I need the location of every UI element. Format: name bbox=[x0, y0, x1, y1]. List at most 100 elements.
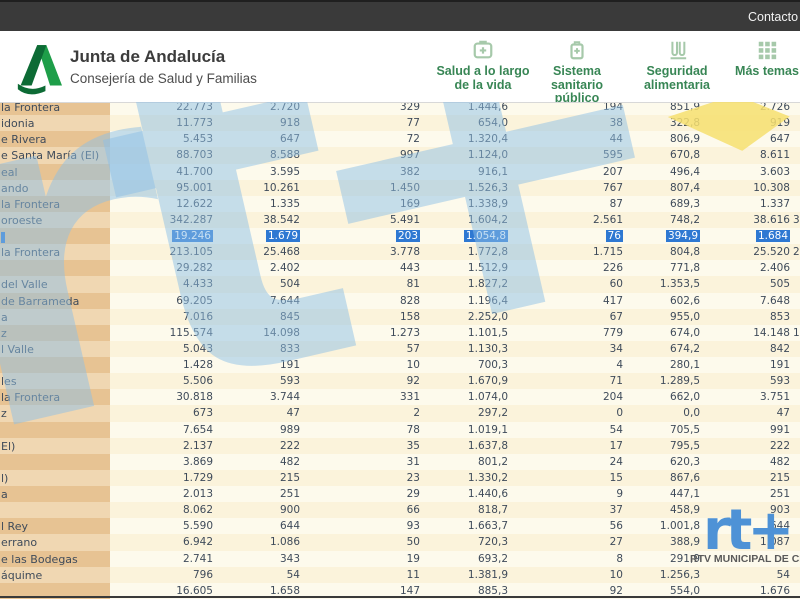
row-values: 19.246 1.679 203 1.054,8 76 394,9 1.684 bbox=[110, 228, 800, 245]
cell-municipality bbox=[0, 228, 110, 245]
table-row: a 2.013 251 29 1.440,6 9 447,1 251 bbox=[0, 486, 800, 503]
cell-value-7 bbox=[793, 438, 800, 454]
cell-municipality: El) bbox=[0, 437, 110, 454]
cell-value-5: 795,5 bbox=[669, 439, 700, 452]
contact-link[interactable]: Contacto bbox=[748, 10, 799, 24]
cell-value-5: 291,9 bbox=[669, 552, 700, 565]
cell-value-0: 95.001 bbox=[176, 181, 213, 194]
cell-value-1: 504 bbox=[279, 278, 300, 291]
row-values: 2.013 251 29 1.440,6 9 447,1 251 bbox=[110, 486, 800, 503]
cell-value-6: 1.087 bbox=[759, 536, 790, 549]
cell-municipality: e Santa María (El) bbox=[0, 147, 110, 164]
cell-value-4: 71 bbox=[609, 375, 623, 388]
cell-value-3: 2.252,0 bbox=[467, 310, 508, 323]
cell-municipality bbox=[0, 502, 110, 519]
cell-value-4: 37 bbox=[609, 504, 623, 517]
row-values: 7.016 845 158 2.252,0 67 955,0 853 bbox=[110, 308, 800, 325]
cell-value-0: 342.287 bbox=[169, 213, 213, 226]
cell-value-7: 2 bbox=[793, 246, 800, 259]
cell-value-7 bbox=[793, 147, 800, 163]
cell-value-5: 458,9 bbox=[669, 504, 700, 517]
row-values: 2.741 343 19 693,2 8 291,9 bbox=[110, 550, 800, 567]
row-values: 5.453 647 72 1.320,4 44 806,9 647 bbox=[110, 131, 800, 148]
table-row: errano 6.942 1.086 50 720,3 27 388,9 1.087 bbox=[0, 534, 800, 551]
cell-value-7 bbox=[793, 164, 800, 180]
cell-value-1: 251 bbox=[279, 488, 300, 500]
cell-value-6: 2.406 bbox=[759, 262, 790, 275]
cell-value-4: 779 bbox=[602, 326, 623, 339]
cell-value-1: 833 bbox=[279, 342, 300, 355]
cell-value-6: 1.684 bbox=[755, 230, 790, 242]
cell-value-6: 3.751 bbox=[759, 391, 790, 404]
cell-value-5: 620,3 bbox=[669, 455, 700, 468]
table-row: la Frontera 22.773 2.720 329 1.444,6 194 851,9… bbox=[0, 103, 800, 116]
cell-municipality: z bbox=[0, 324, 110, 341]
cell-value-6: 7.648 bbox=[759, 294, 790, 307]
cell-municipality bbox=[0, 453, 110, 470]
nav-label: Seguridad alimentaria bbox=[643, 64, 710, 92]
row-values: 41.700 3.595 382 916,1 207 496,4 3.603 bbox=[110, 163, 800, 180]
cell-value-1: 1.335 bbox=[269, 197, 300, 210]
cell-value-2: 147 bbox=[399, 584, 420, 597]
cell-value-0: 2.013 bbox=[182, 488, 213, 500]
cell-value-6: 14.148 bbox=[753, 326, 790, 339]
cell-value-2: 93 bbox=[406, 520, 420, 533]
cell-municipality: de Barrameda bbox=[0, 292, 110, 309]
cell-value-3: 1.196,4 bbox=[467, 294, 508, 307]
nav-item-0[interactable]: Salud a lo largo de la vida bbox=[428, 39, 538, 92]
nav-item-2[interactable]: Seguridad alimentaria bbox=[622, 39, 732, 92]
cell-value-2: 1.273 bbox=[389, 326, 420, 339]
row-values: 3.869 482 31 801,2 24 620,3 482 bbox=[110, 453, 800, 470]
cell-value-2: 382 bbox=[399, 165, 420, 178]
cell-value-2: 2 bbox=[413, 407, 420, 420]
cell-value-4: 92 bbox=[609, 584, 623, 597]
cell-value-7 bbox=[793, 567, 800, 583]
cell-value-7 bbox=[793, 534, 800, 550]
nav-item-1[interactable]: Sistema sanitario público bbox=[522, 39, 632, 106]
cell-value-1: 644 bbox=[279, 520, 300, 533]
cell-value-5: 496,4 bbox=[669, 165, 700, 178]
cell-municipality: ando bbox=[0, 179, 110, 196]
row-values: 2.137 222 35 1.637,8 17 795,5 222 bbox=[110, 437, 800, 454]
nav-item-3[interactable]: Más temas bbox=[712, 39, 800, 79]
row-values: 4.433 504 81 1.827,2 60 1.353,5 505 bbox=[110, 276, 800, 293]
cell-value-1: 3.595 bbox=[269, 165, 300, 178]
cell-value-3: 1.019,1 bbox=[467, 423, 508, 436]
table-row: del Valle 4.433 504 81 1.827,2 60 1.353,5 505 bbox=[0, 276, 800, 293]
cell-value-5: 1.256,3 bbox=[659, 568, 700, 581]
row-values: 12.622 1.335 169 1.338,9 87 689,3 1.337 bbox=[110, 195, 800, 212]
table-row: de Barrameda 69.205 7.644 828 1.196,4 417 602,… bbox=[0, 292, 800, 309]
site-header: Junta de Andalucía Consejería de Salud y… bbox=[0, 31, 800, 105]
cell-value-4: 38 bbox=[609, 117, 623, 130]
cell-value-5: 1.289,5 bbox=[659, 375, 700, 388]
cell-value-4: 595 bbox=[602, 149, 623, 162]
cell-value-0: 2.137 bbox=[182, 439, 213, 452]
cell-value-3: 1.101,5 bbox=[467, 326, 508, 339]
cell-value-1: 191 bbox=[279, 359, 300, 371]
row-values: 29.282 2.402 443 1.512,9 226 771,8 2.406 bbox=[110, 260, 800, 277]
cell-value-1: 10.261 bbox=[263, 181, 300, 194]
row-values: 796 54 11 1.381,9 10 1.256,3 54 bbox=[110, 566, 800, 583]
cell-value-4: 17 bbox=[609, 439, 623, 452]
cell-value-2: 443 bbox=[399, 262, 420, 275]
cell-value-6: 853 bbox=[769, 310, 790, 323]
cell-value-5: 807,4 bbox=[669, 181, 700, 194]
row-values: 8.062 900 66 818,7 37 458,9 903 bbox=[110, 502, 800, 519]
cell-value-3: 1.670,9 bbox=[467, 375, 508, 388]
cell-value-0: 673 bbox=[192, 407, 213, 420]
cell-value-6: 842 bbox=[769, 342, 790, 355]
table-row: la Frontera 12.622 1.335 169 1.338,9 87 689,3 1… bbox=[0, 195, 800, 212]
cell-value-4: 10 bbox=[609, 568, 623, 581]
row-values: 22.773 2.720 329 1.444,6 194 851,9 2.726 bbox=[110, 103, 800, 116]
cell-value-7 bbox=[793, 293, 800, 309]
row-values: 88.703 8.588 997 1.124,0 595 670,8 8.611 bbox=[110, 147, 800, 164]
cell-value-2: 331 bbox=[399, 391, 420, 404]
cell-value-3: 1.320,4 bbox=[467, 133, 508, 146]
cell-value-6: 215 bbox=[769, 471, 790, 484]
cell-municipality: l Rey bbox=[0, 518, 110, 535]
cell-value-1: 54 bbox=[286, 568, 300, 581]
cell-value-1: 8.588 bbox=[269, 149, 300, 162]
cell-value-1: 593 bbox=[279, 375, 300, 388]
cell-value-0: 8.062 bbox=[182, 504, 213, 517]
cell-municipality: la Frontera bbox=[0, 389, 110, 406]
